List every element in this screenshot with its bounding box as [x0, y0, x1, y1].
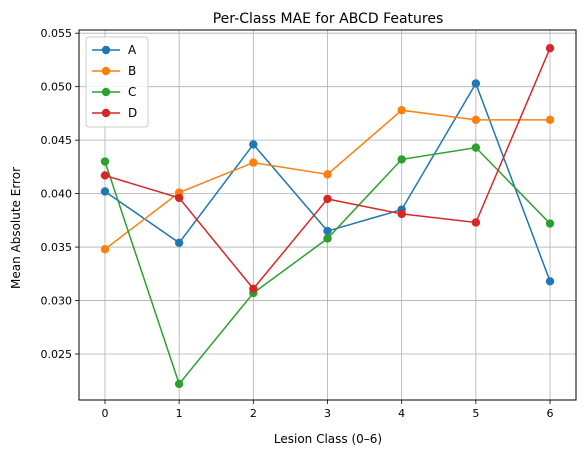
series-d-point: [323, 194, 332, 204]
legend-a-label: A: [128, 43, 137, 57]
series-d-point: [397, 209, 406, 219]
x-tick-label: 6: [547, 407, 554, 420]
y-axis-label: Mean Absolute Error: [9, 167, 23, 289]
x-tick-label: 0: [101, 407, 108, 420]
series-a-point: [323, 226, 332, 236]
chart-title: Per-Class MAE for ABCD Features: [213, 11, 444, 27]
y-tick-label: 0.030: [41, 295, 73, 308]
legend-d-marker: [101, 108, 111, 118]
series-c-point: [471, 143, 481, 152]
series-a-point: [471, 79, 481, 88]
x-tick-label: 2: [250, 407, 257, 420]
series-c-point: [100, 157, 110, 166]
series-d-point: [471, 218, 481, 227]
legend-c-marker: [101, 87, 111, 97]
legend-box: [85, 36, 149, 128]
legend-b-marker: [101, 66, 111, 76]
x-tick-label: 3: [324, 407, 331, 420]
series-b-point: [100, 245, 110, 254]
x-axis-label: Lesion Class (0–6): [274, 432, 382, 446]
series-b-point: [323, 170, 332, 179]
series-d-point: [545, 43, 555, 53]
x-tick-label: 4: [398, 407, 405, 420]
y-tick-label: 0.040: [41, 188, 73, 201]
series-b-point: [397, 106, 406, 115]
grid-lines: [79, 30, 576, 400]
y-tick-label: 0.035: [41, 241, 73, 254]
series-a-point: [100, 187, 110, 196]
y-tick-label: 0.050: [41, 81, 73, 94]
series-lines: [100, 43, 555, 389]
legend-b-label: B: [128, 64, 136, 78]
series-b-point: [545, 115, 555, 125]
legend-c-label: C: [128, 85, 136, 99]
legend-a-marker: [101, 45, 111, 55]
series-d-point: [100, 171, 110, 180]
axis-ticks: 0 1 2 3 4 5 6 0.025 0.030 0.035 0.040 0.045 0.050 0.0…: [41, 27, 554, 420]
y-tick-label: 0.045: [41, 134, 73, 147]
y-tick-label: 0.055: [41, 27, 73, 40]
y-tick-label: 0.025: [41, 348, 73, 361]
series-c-point: [323, 234, 332, 243]
series-d-point: [174, 193, 184, 203]
series-c-point: [545, 219, 555, 228]
series-a-point: [249, 140, 258, 149]
series-c-point: [174, 379, 184, 389]
series-a-point: [174, 238, 184, 248]
series-c-point: [397, 155, 406, 164]
series-d-point: [249, 284, 258, 293]
series-a-point: [545, 277, 555, 286]
x-tick-label: 1: [176, 407, 183, 420]
x-tick-label: 5: [472, 407, 479, 420]
legend-d-label: D: [128, 106, 137, 120]
series-b-point: [249, 158, 258, 167]
legend: ABCD: [85, 36, 149, 128]
series-b-point: [471, 115, 481, 125]
